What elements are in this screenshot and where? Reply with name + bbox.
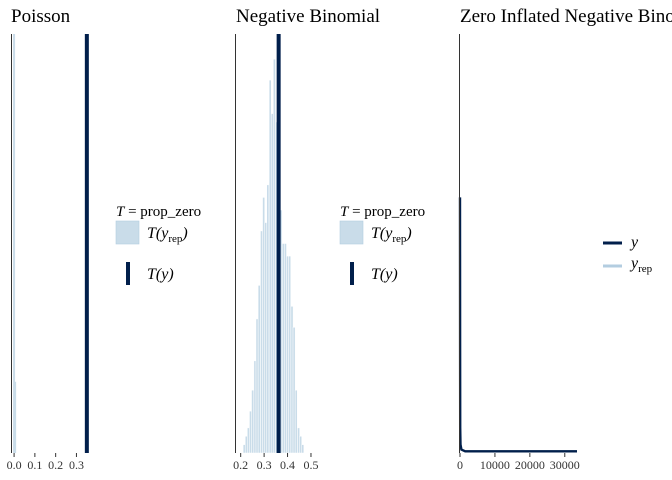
legend-label-yrep: T(yrep) [147,225,188,245]
yrep-bar [290,306,294,454]
observed-stat-bar [276,34,281,453]
yrep-bars [13,34,17,453]
observed-stat-bar [84,34,89,453]
yrep-bar [262,197,265,454]
panel-title-poisson: Poisson [11,6,71,27]
yrep-bar [270,113,274,454]
yrep-bar [301,444,305,454]
yrep-density-lines [459,201,577,453]
y-density-line [458,197,577,453]
yrep-bar [244,435,248,454]
yrep-bars [242,58,305,454]
legend-key-observed [350,262,354,285]
yrep-bar [14,381,17,453]
yrep-bar [268,79,272,454]
panel-title-zinb: Zero Inflated Negative Binomial [460,6,672,27]
x-tick-label: 0.0 [7,458,22,472]
legend-label-y: y [629,234,639,251]
legend-label-yrep: yrep [629,255,653,275]
panel-title-negative-binomial: Negative Binomial [236,6,380,27]
x-axis: 0 10000 20000 30000 [457,453,580,472]
yrep-bar [247,427,250,454]
legend-label-observed: T(y) [147,266,174,283]
legend-title: T = prop_zero [340,204,425,220]
x-tick-label: 0.3 [69,458,84,472]
x-tick-label: 10000 [480,458,510,472]
x-axis: 0.0 0.1 0.2 0.3 [7,453,84,472]
yrep-bar [242,444,246,454]
legend-negative-binomial: T = prop_zero T(yrep) T(y) [339,204,425,285]
panel-poisson: Poisson 0.0 0.1 0.2 0.3 [7,6,89,472]
yrep-bar [249,410,252,454]
x-tick-label: 0.2 [233,458,248,472]
yrep-bar [253,360,257,454]
yrep-bar [288,255,291,454]
yrep-bar [251,389,254,454]
legend-label-observed: T(y) [371,266,398,283]
yrep-bar [299,435,303,454]
yrep-bar [260,230,263,454]
panel-zinb: Zero Inflated Negative Binomial 0 10000 20… [457,6,672,472]
yrep-bar [281,243,285,454]
yrep-bar [255,318,259,454]
legend-zinb: y yrep [603,234,653,275]
yrep-bar [294,389,298,454]
yrep-bar [264,222,268,454]
yrep-bar [273,58,276,454]
x-tick-label: 0.5 [303,458,318,472]
x-tick-label: 0.3 [257,458,272,472]
yrep-bar [13,34,16,453]
panel-negative-binomial: Negative Binomial 0.2 0.3 0.4 0.5 [233,6,380,472]
x-tick-label: 0.2 [48,458,63,472]
x-tick-label: 30000 [550,458,580,472]
x-tick-label: 0 [457,458,463,472]
yrep-bar [284,243,287,454]
yrep-bar [257,285,261,454]
x-tick-label: 0.4 [280,458,295,472]
x-axis: 0.2 0.3 0.4 0.5 [233,453,318,472]
x-tick-label: 0.1 [27,458,42,472]
legend-label-yrep: T(yrep) [371,225,412,245]
legend-key-yrep [339,220,364,245]
yrep-bar [286,255,289,454]
legend-poisson: T = prop_zero T(yrep) T(y) [115,204,201,285]
x-tick-label: 20000 [515,458,545,472]
legend-key-yrep [115,220,140,245]
legend-title: T = prop_zero [116,204,201,220]
legend-key-observed [126,262,130,285]
yrep-bar [266,184,270,454]
yrep-bar [292,327,296,454]
yrep-bar [297,427,300,454]
